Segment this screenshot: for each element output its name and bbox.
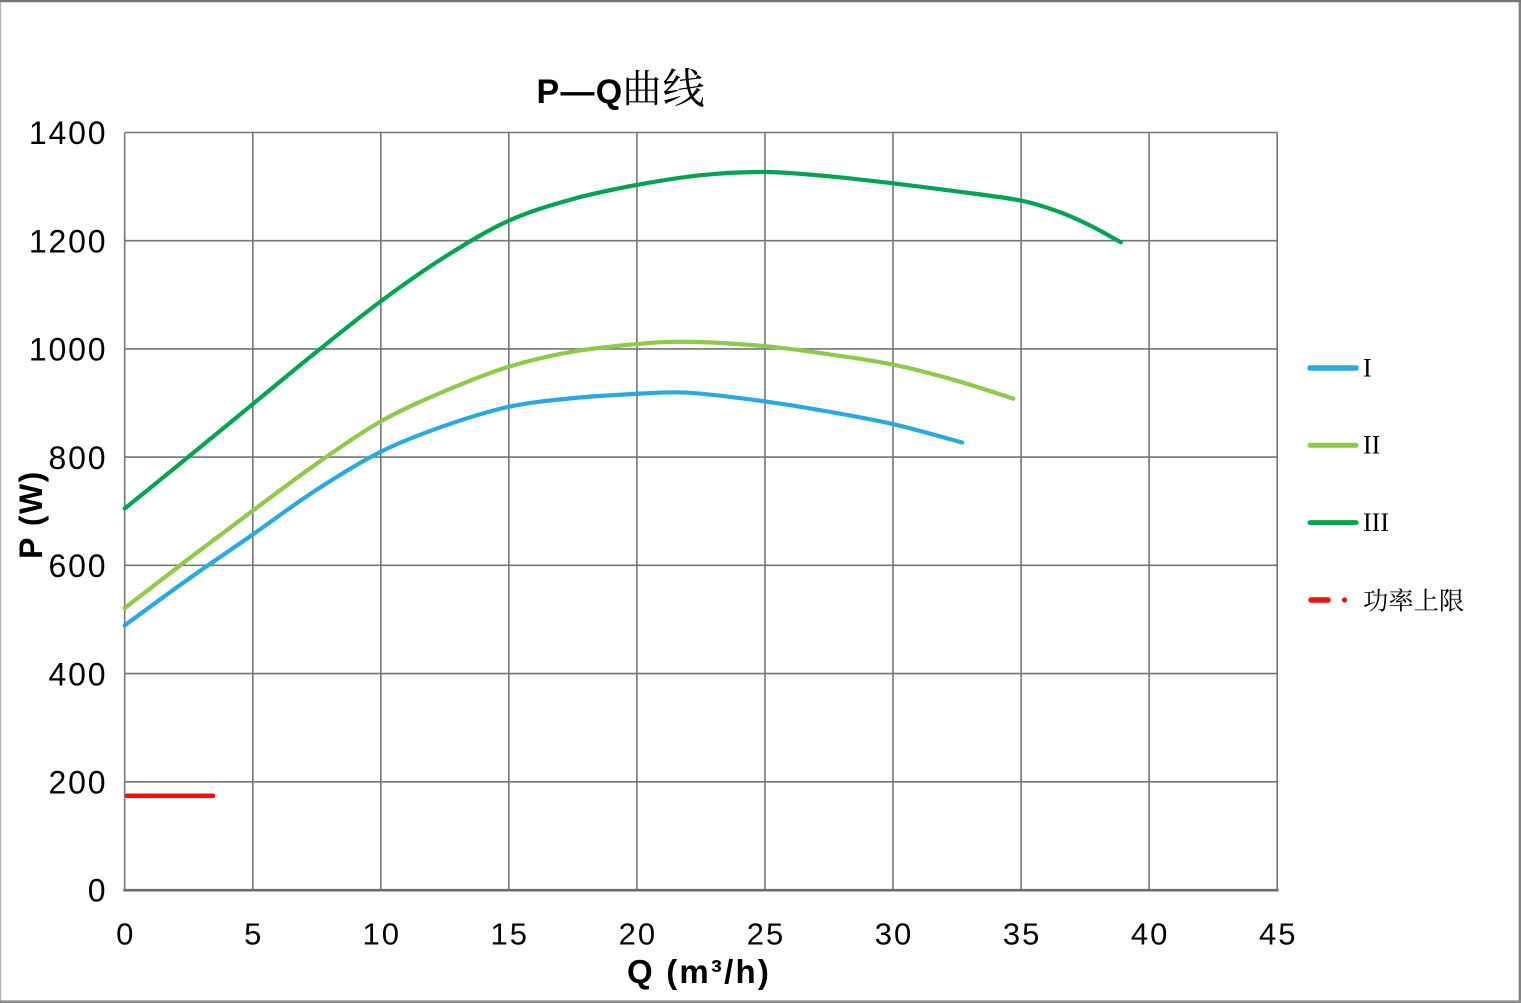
svg-text:1400: 1400 bbox=[29, 115, 107, 151]
svg-text:10: 10 bbox=[363, 917, 401, 952]
svg-text:40: 40 bbox=[1131, 917, 1169, 952]
svg-text:5: 5 bbox=[244, 917, 263, 952]
svg-text:I: I bbox=[1363, 353, 1372, 382]
svg-text:200: 200 bbox=[49, 765, 108, 801]
svg-text:Q (m³/h): Q (m³/h) bbox=[627, 953, 771, 990]
svg-text:600: 600 bbox=[49, 548, 108, 584]
svg-text:II: II bbox=[1363, 431, 1380, 460]
svg-text:1200: 1200 bbox=[29, 223, 107, 259]
svg-text:45: 45 bbox=[1259, 917, 1297, 952]
svg-text:800: 800 bbox=[49, 440, 108, 476]
svg-text:III: III bbox=[1363, 508, 1389, 537]
svg-text:15: 15 bbox=[491, 917, 529, 952]
svg-text:P (W): P (W) bbox=[13, 470, 49, 559]
svg-text:400: 400 bbox=[49, 656, 108, 692]
svg-text:35: 35 bbox=[1003, 917, 1041, 952]
svg-text:25: 25 bbox=[747, 917, 785, 952]
svg-text:P—Q: P—Q bbox=[537, 73, 624, 111]
svg-text:20: 20 bbox=[619, 917, 657, 952]
svg-text:0: 0 bbox=[116, 917, 135, 952]
svg-text:1000: 1000 bbox=[29, 332, 107, 368]
svg-text:30: 30 bbox=[875, 917, 913, 952]
svg-text:0: 0 bbox=[88, 873, 108, 909]
